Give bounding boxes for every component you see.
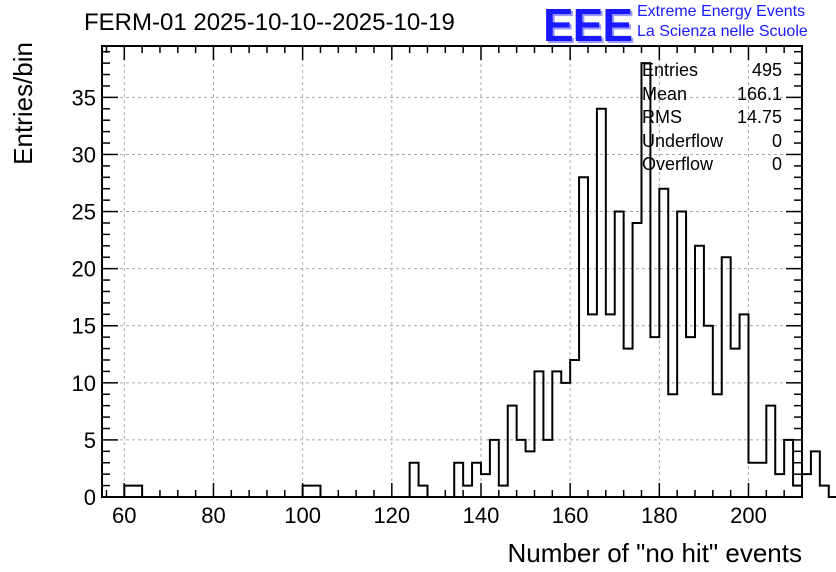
stats-row-underflow: Underflow 0	[642, 130, 782, 154]
x-tick-label: 140	[463, 503, 500, 528]
y-tick-label: 15	[72, 314, 96, 339]
logo-tagline-2: La Scienza nelle Scuole	[637, 23, 808, 40]
x-tick-label: 60	[112, 503, 136, 528]
x-tick-label: 120	[373, 503, 410, 528]
stats-row-mean: Mean 166.1	[642, 83, 782, 107]
y-tick-label: 35	[72, 85, 96, 110]
stats-row-entries: Entries 495	[642, 59, 782, 83]
y-axis-label: Entries/bin	[8, 42, 38, 165]
y-tick-label: 10	[72, 371, 96, 396]
y-tick-label: 25	[72, 200, 96, 225]
stats-value: 166.1	[736, 83, 782, 104]
axis-tick-labels: 60 80 100 120 140 160 180 200 0 5 10 15 20 25 30 35	[72, 85, 767, 528]
x-axis-label: Number of "no hit" events	[508, 538, 803, 568]
chart-title: FERM-01 2025-10-10--2025-10-19	[84, 9, 455, 36]
stats-label: Overflow	[642, 154, 714, 174]
stats-value: 0	[771, 130, 782, 151]
stats-label: Entries	[642, 60, 699, 80]
logo-tagline-1: Extreme Energy Events	[637, 3, 806, 20]
stats-label: Mean	[642, 83, 688, 104]
stats-value: 0	[771, 154, 782, 174]
eee-logo: EEE	[543, 0, 633, 51]
x-tick-label: 100	[284, 503, 321, 528]
y-tick-label: 20	[72, 257, 96, 282]
stats-value: 14.75	[736, 107, 782, 127]
stats-box: Entries 495 Mean 166.1 RMS 14.75 Underflow 0 Ove…	[642, 59, 782, 177]
x-tick-label: 180	[641, 503, 678, 528]
stats-row-rms: RMS 14.75	[642, 106, 782, 130]
x-tick-label: 80	[201, 503, 225, 528]
y-tick-label: 5	[84, 428, 96, 453]
stats-value: 495	[751, 60, 782, 80]
y-tick-label: 30	[72, 142, 96, 167]
stats-label: RMS	[642, 107, 682, 127]
axis-ticks	[102, 46, 803, 498]
x-tick-label: 200	[730, 503, 767, 528]
stats-row-overflow: Overflow 0	[642, 153, 782, 177]
x-tick-label: 160	[552, 503, 589, 528]
y-tick-label: 0	[84, 485, 96, 510]
stats-label: Underflow	[642, 130, 724, 151]
plot-frame	[101, 45, 803, 498]
